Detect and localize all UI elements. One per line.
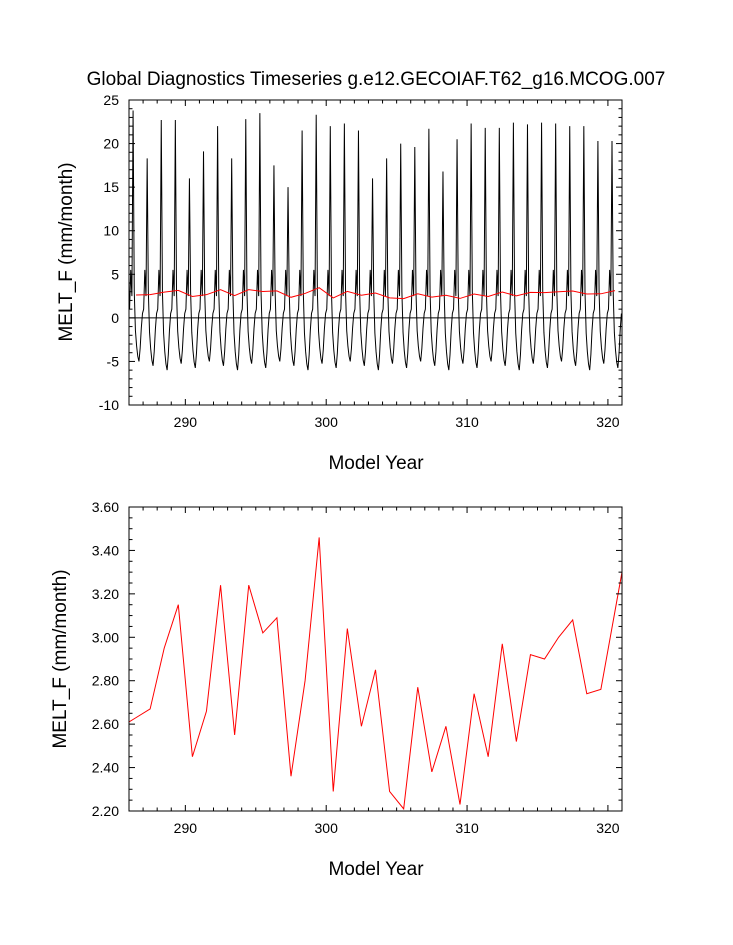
y-tick-label: 3.40 (92, 542, 119, 558)
y-tick-label: 2.60 (92, 716, 119, 732)
x-tick-label: 300 (315, 820, 339, 836)
x-tick-label: 290 (174, 414, 198, 430)
annual-timeseries-panel: 290 300 310 320 2.20 2.40 2.60 2.80 3.00 3.20 3.40… (50, 499, 623, 880)
y-tick-label: 2.20 (92, 803, 119, 819)
y-tick-label: 2.40 (92, 760, 119, 776)
y-tick-label: 2.80 (92, 673, 119, 689)
top-y-axis-label: MELT_F (mm/month) (56, 162, 77, 341)
y-tick-label: 0 (111, 310, 119, 326)
y-tick-label: 3.00 (92, 629, 119, 645)
x-tick-label: 310 (455, 414, 479, 430)
y-tick-label: 3.60 (92, 499, 119, 515)
y-tick-label: -10 (99, 397, 119, 413)
x-tick-label: 320 (596, 820, 620, 836)
annual-mean-line (129, 537, 622, 811)
chart-title: Global Diagnostics Timeseries g.e12.GECO… (87, 69, 666, 90)
top-plot-frame (128, 99, 623, 406)
y-tick-label: 25 (103, 92, 119, 108)
bottom-x-axis-label: Model Year (328, 859, 424, 880)
x-tick-label: 310 (455, 820, 479, 836)
monthly-series-line (129, 110, 622, 371)
y-tick-label: -5 (107, 353, 120, 369)
y-tick-label: 20 (103, 136, 119, 152)
y-tick-label: 10 (103, 223, 119, 239)
y-tick-label: 15 (103, 179, 119, 195)
x-tick-label: 300 (315, 414, 339, 430)
x-tick-label: 290 (174, 820, 198, 836)
y-tick-label: 5 (111, 266, 119, 282)
y-tick-label: 3.20 (92, 586, 119, 602)
x-tick-label: 320 (596, 414, 620, 430)
top-x-axis-label: Model Year (328, 453, 424, 474)
bottom-plot-frame (128, 506, 623, 812)
bottom-y-axis-label: MELT_F (mm/month) (50, 569, 71, 748)
monthly-timeseries-panel: 290 300 310 320 -10 -5 0 5 10 15 20 25 Model Year M… (56, 92, 623, 474)
